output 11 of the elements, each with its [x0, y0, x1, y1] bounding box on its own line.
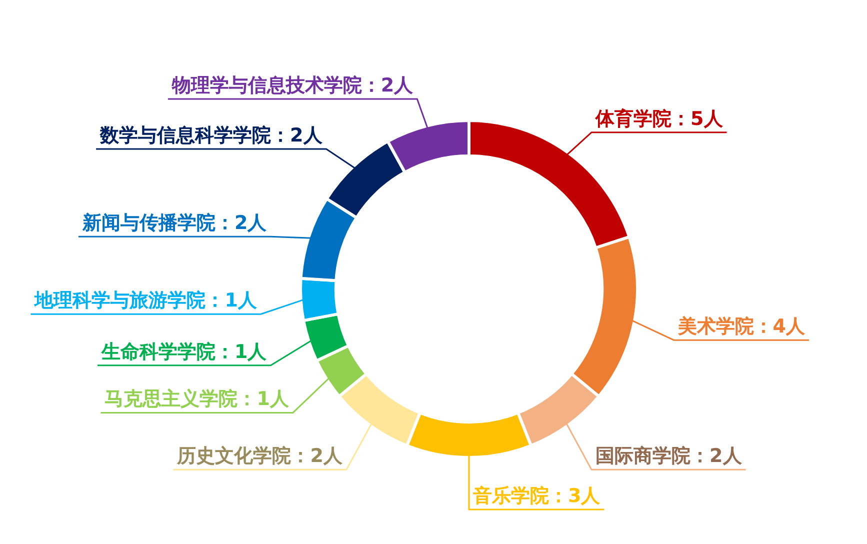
slice-label: 物理学与信息技术学院：2人 — [170, 74, 414, 96]
slice-label: 马克思主义学院：1人 — [104, 388, 290, 410]
slice-label: 体育学院：5人 — [594, 108, 724, 130]
slice-label: 美术学院：4人 — [676, 316, 806, 338]
slice-label: 国际商学院：2人 — [596, 445, 743, 468]
slice-label: 音乐学院：3人 — [472, 484, 602, 507]
slice-label: 生命科学学院：1人 — [100, 340, 268, 363]
slice-label: 地理科学与旅游学院：1人 — [34, 290, 258, 312]
slice-label: 历史文化学院：2人 — [176, 445, 344, 468]
slice-label: 数学与信息科学学院：2人 — [99, 124, 324, 146]
slice-label: 新闻与传播学院：2人 — [81, 212, 268, 234]
